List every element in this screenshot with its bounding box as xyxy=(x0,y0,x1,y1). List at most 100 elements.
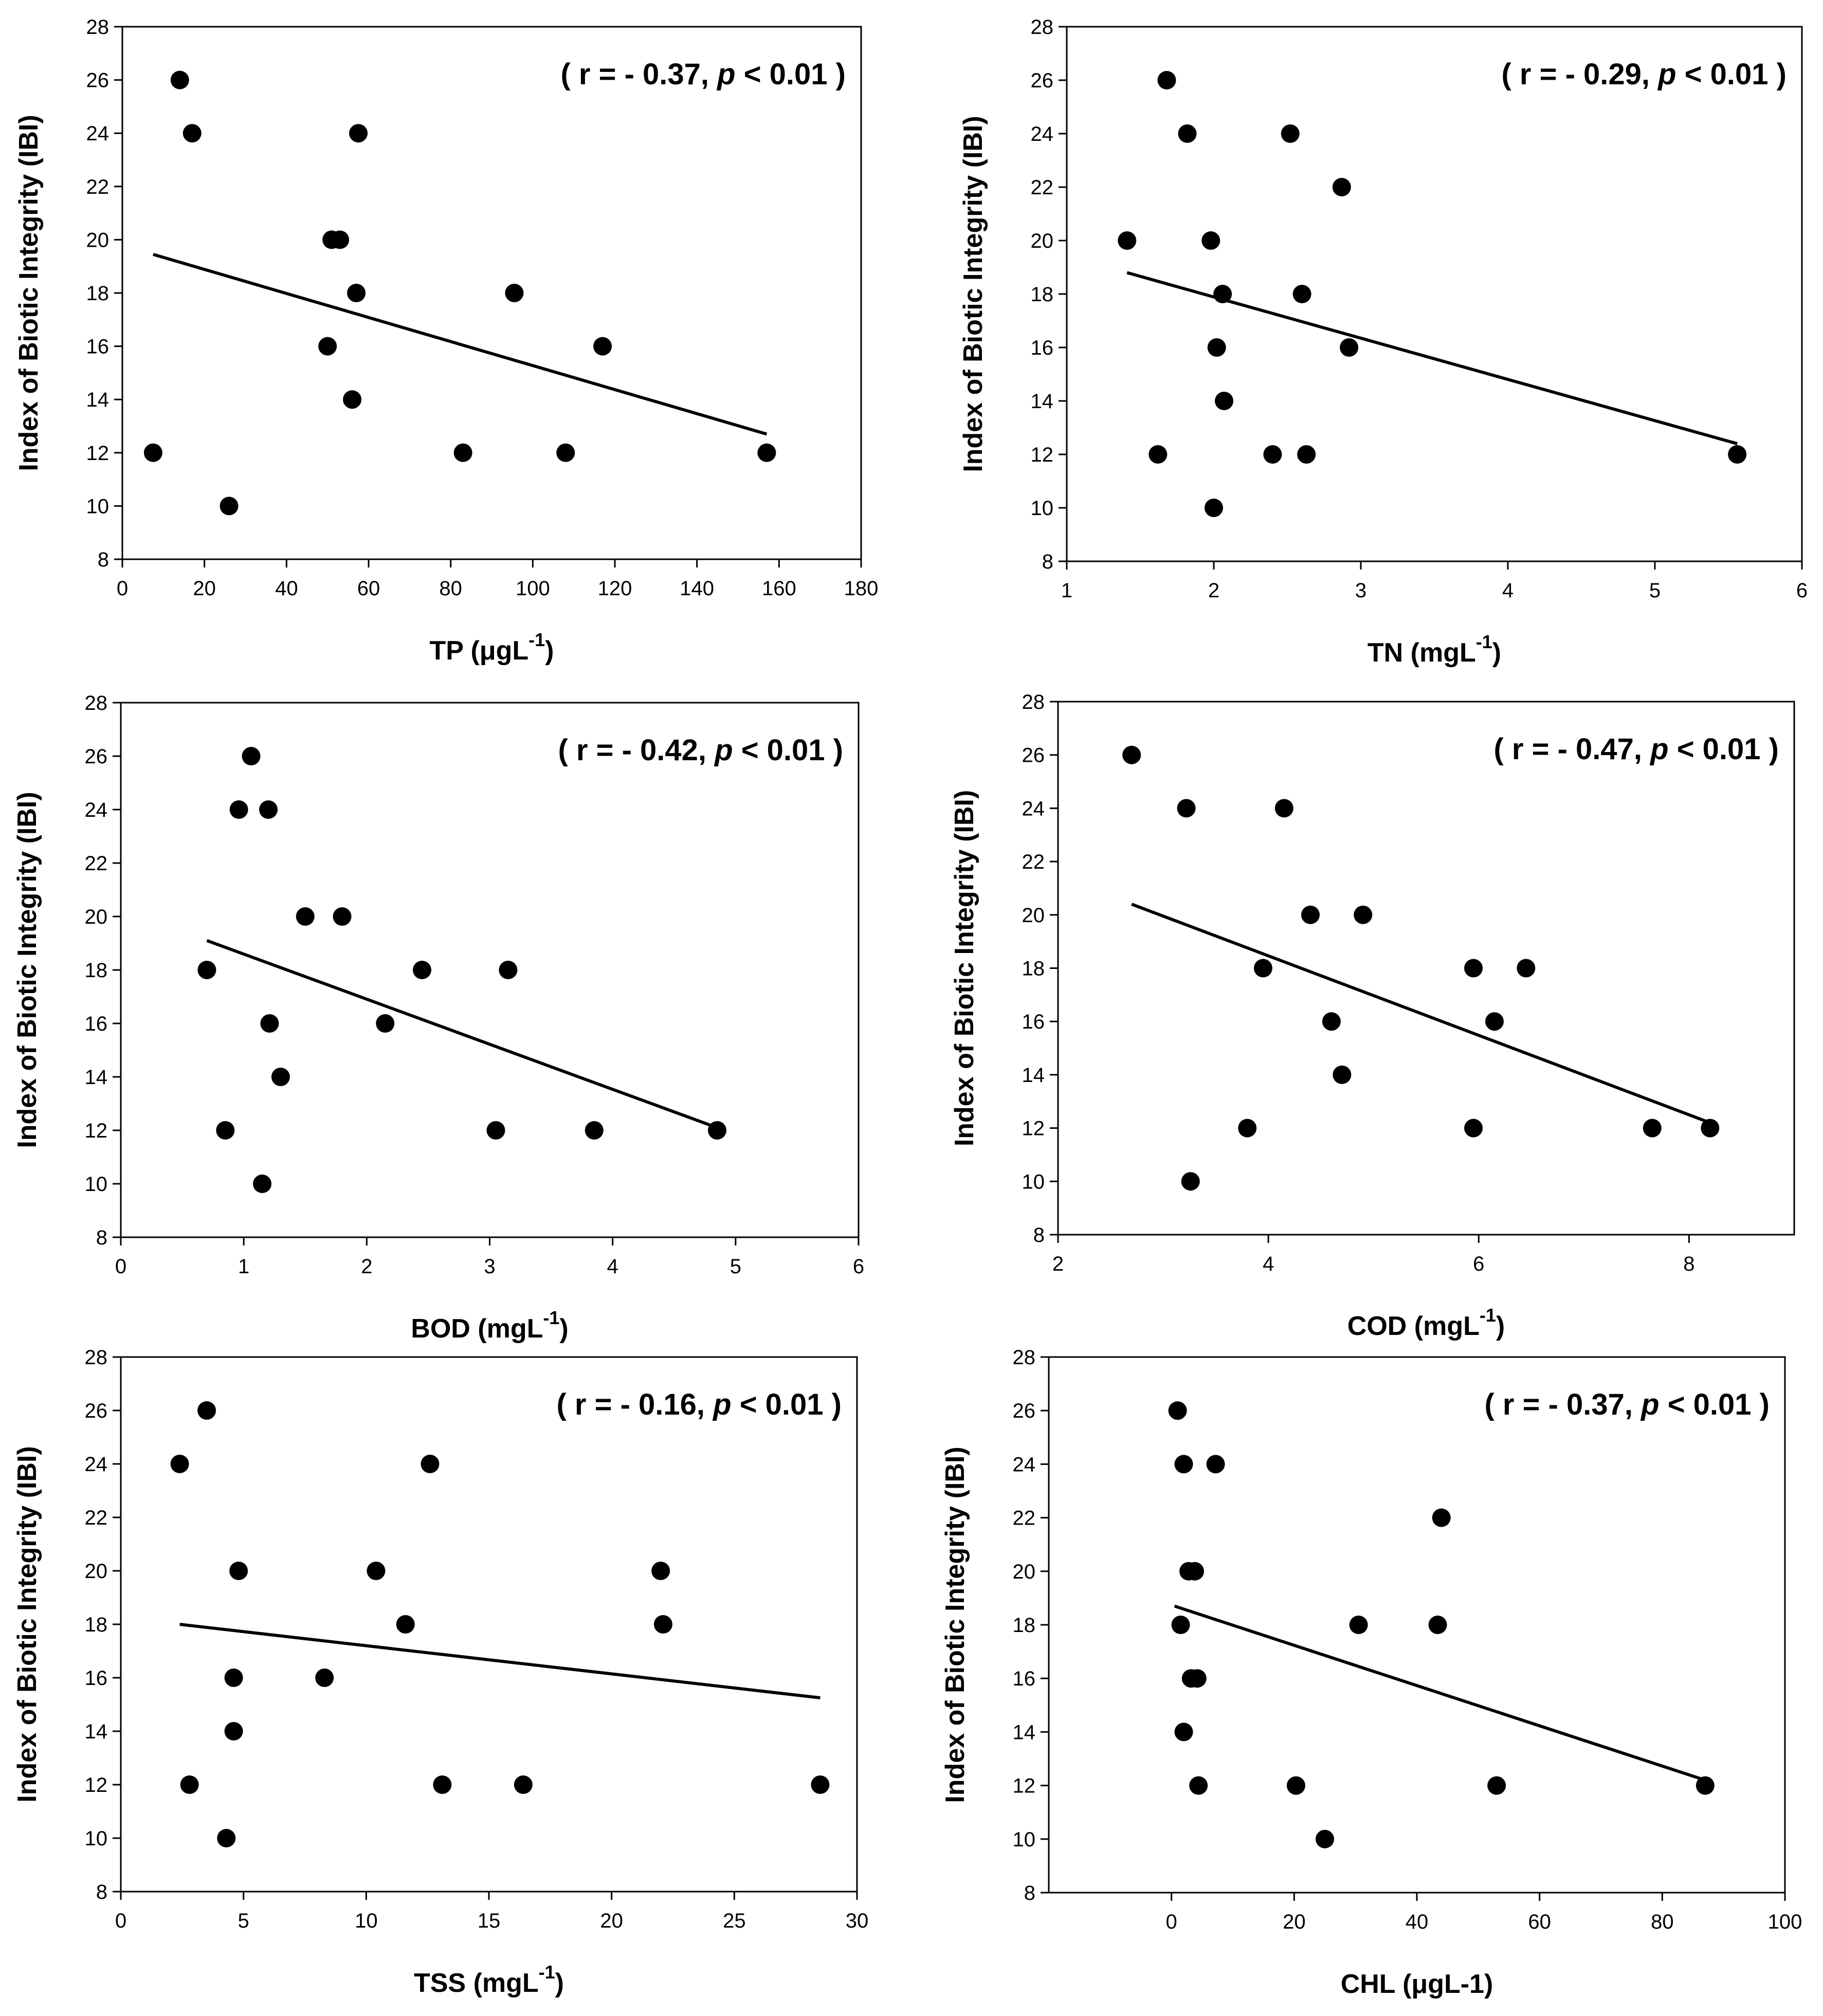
y-tick-label: 18 xyxy=(1022,958,1045,980)
annotation-r: ( r = - 0.47, xyxy=(1493,732,1650,766)
data-point xyxy=(505,284,524,302)
data-point xyxy=(1286,1776,1305,1795)
x-tick-label: 80 xyxy=(439,577,462,600)
y-tick-label: 24 xyxy=(85,1453,108,1476)
data-point xyxy=(707,1121,726,1140)
y-tick-label: 24 xyxy=(1031,123,1054,145)
y-axis-title: Index of Biotic Integrity (IBI) xyxy=(12,792,42,1148)
y-tick-label: 26 xyxy=(85,745,108,768)
data-point xyxy=(1464,1119,1483,1138)
data-point xyxy=(593,337,612,356)
y-tick-label: 14 xyxy=(85,1066,108,1089)
x-tick-label: 1 xyxy=(1061,579,1072,602)
data-point xyxy=(757,443,776,462)
y-tick-label: 18 xyxy=(1031,283,1054,306)
x-tick-label: 120 xyxy=(598,577,632,600)
plot-frame xyxy=(120,1356,858,1893)
data-point xyxy=(396,1615,415,1634)
y-tick-label: 20 xyxy=(86,229,110,251)
x-axis-title-main: TP (μgL xyxy=(430,636,529,666)
data-point xyxy=(1643,1119,1662,1138)
x-axis-title-main: COD (mgL xyxy=(1347,1311,1480,1341)
y-axis-title: Index of Biotic Integrity (IBI) xyxy=(940,1446,970,1803)
data-point xyxy=(421,1455,440,1473)
correlation-annotation: ( r = - 0.37, p < 0.01 ) xyxy=(560,58,846,91)
data-point xyxy=(1354,905,1373,924)
annotation-r: ( r = - 0.42, xyxy=(558,734,715,767)
y-tick-label: 12 xyxy=(1022,1117,1045,1140)
annotation-p: p xyxy=(1640,1388,1659,1421)
x-tick-label: 5 xyxy=(1649,579,1661,602)
x-tick-label: 4 xyxy=(1263,1253,1274,1275)
correlation-annotation: ( r = - 0.37, p < 0.01 ) xyxy=(1484,1388,1770,1421)
x-axis-title-sup: -1 xyxy=(543,1307,559,1328)
y-tick-label: 28 xyxy=(85,1346,108,1369)
y-tick-label: 28 xyxy=(86,16,110,39)
x-tick-label: 5 xyxy=(730,1255,741,1278)
regression-line xyxy=(1131,903,1711,1125)
data-point xyxy=(1186,1562,1205,1581)
x-tick-label: 30 xyxy=(846,1910,869,1932)
y-tick-label: 20 xyxy=(1013,1561,1036,1583)
data-point xyxy=(1189,1776,1208,1795)
x-axis-title-main: TSS (mgL xyxy=(414,1968,539,1998)
x-tick-label: 60 xyxy=(1528,1911,1551,1933)
data-point xyxy=(271,1068,290,1086)
y-tick-label: 10 xyxy=(1031,497,1054,520)
y-tick-label: 16 xyxy=(1013,1667,1036,1690)
y-tick-label: 8 xyxy=(1024,1882,1035,1904)
data-point xyxy=(1332,178,1351,196)
x-axis-title-sup: -1 xyxy=(1480,1305,1496,1326)
data-point xyxy=(1207,338,1226,357)
data-point xyxy=(1118,231,1137,250)
data-point xyxy=(170,1455,189,1473)
y-tick-label: 28 xyxy=(1013,1346,1036,1369)
annotation-threshold: < 0.01 ) xyxy=(733,734,843,767)
annotation-p: p xyxy=(716,58,735,91)
chart-panel-1: 8 10 12 14 16 18 20 22 24 26 28 0 20 40 60 80 100 120 140 1… xyxy=(14,16,878,666)
y-tick-label: 8 xyxy=(98,548,109,571)
y-tick-label: 14 xyxy=(1022,1064,1045,1087)
x-axis-title: TP (μgL-1) xyxy=(430,629,554,666)
data-point xyxy=(333,907,352,926)
annotation-r: ( r = - 0.29, xyxy=(1501,58,1658,91)
x-tick-label: 4 xyxy=(1502,579,1514,602)
data-point xyxy=(315,1669,334,1687)
x-tick-label: 3 xyxy=(1355,579,1366,602)
data-point xyxy=(229,800,248,819)
data-point xyxy=(343,390,362,409)
data-point xyxy=(1274,799,1293,818)
data-point xyxy=(1215,392,1234,410)
x-tick-label: 6 xyxy=(1796,579,1808,602)
x-tick-label: 10 xyxy=(355,1910,378,1932)
annotation-r: ( r = - 0.16, xyxy=(556,1388,713,1421)
y-tick-label: 16 xyxy=(86,336,110,358)
data-point xyxy=(318,337,337,356)
y-tick-label: 20 xyxy=(85,1560,108,1583)
y-tick-label: 8 xyxy=(1033,1224,1045,1247)
y-tick-label: 22 xyxy=(86,176,110,198)
data-point xyxy=(585,1121,604,1140)
chart-panel-5: 8 10 12 14 16 18 20 22 24 26 28 0 5 10 15 20 25 30 Index o… xyxy=(12,1346,868,1998)
x-axis-title: COD (mgL-1) xyxy=(1347,1305,1505,1341)
x-tick-label: 1 xyxy=(238,1255,249,1278)
data-point xyxy=(1174,1455,1193,1474)
regression-line xyxy=(1126,271,1738,446)
y-tick-label: 14 xyxy=(1031,390,1054,413)
x-tick-label: 0 xyxy=(117,577,128,600)
data-point xyxy=(1281,124,1300,143)
x-tick-label: 6 xyxy=(1473,1253,1484,1275)
data-point xyxy=(1174,1722,1193,1742)
y-tick-label: 28 xyxy=(1031,16,1054,39)
y-tick-label: 12 xyxy=(85,1774,108,1797)
data-point xyxy=(1316,1829,1334,1848)
data-point xyxy=(1201,231,1220,250)
data-point xyxy=(1464,959,1483,978)
data-point xyxy=(1188,1669,1207,1688)
plot-frame xyxy=(1057,701,1795,1236)
data-point xyxy=(1340,338,1359,357)
data-point xyxy=(224,1669,243,1687)
y-tick-label: 12 xyxy=(1031,444,1054,466)
